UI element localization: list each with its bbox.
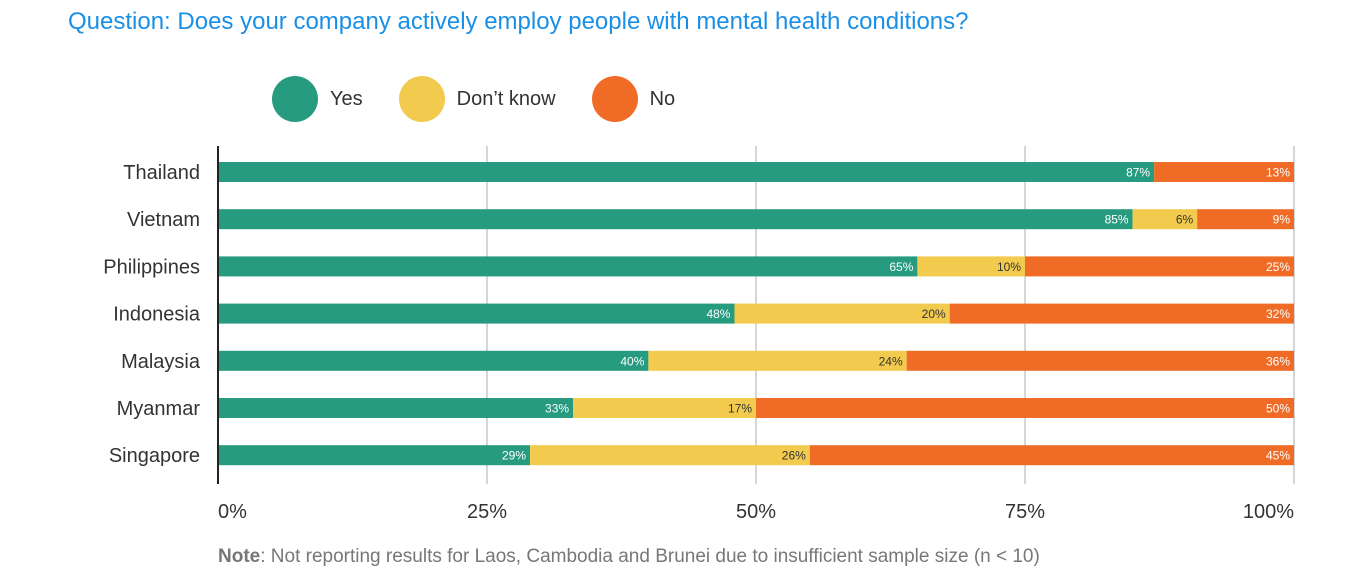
x-tick-label: 0%: [218, 501, 247, 523]
bar-segment: [218, 398, 574, 418]
category-label: Singapore: [109, 445, 200, 467]
x-tick-label: 50%: [736, 501, 776, 523]
bar-segment: [1197, 209, 1294, 230]
bar-segment: [530, 445, 810, 466]
footnote: Note: Not reporting results for Laos, Ca…: [218, 546, 1040, 568]
legend-label: Don’t know: [456, 87, 556, 110]
x-tick-label: 100%: [1243, 501, 1294, 523]
bar-segment: [906, 350, 1294, 371]
data-label: 85%: [1105, 213, 1129, 227]
bar-segment: [756, 398, 1294, 418]
data-label: 6%: [1176, 213, 1194, 227]
data-label: 20%: [922, 307, 946, 321]
data-label: 33%: [545, 402, 569, 416]
legend-swatch: [591, 76, 638, 122]
legend-swatch: [272, 76, 318, 122]
category-label: Vietnam: [127, 209, 200, 231]
legend-swatch: [398, 76, 445, 122]
stacked-bar-chart: 0% 25% 50% 75% 100% Thailand 87% 13% Vietnam 85% 6…: [103, 146, 1295, 523]
data-label: 17%: [728, 402, 752, 416]
chart-title: Question: Does your company actively emp…: [68, 8, 969, 35]
bar-segment: [809, 445, 1294, 466]
bar-segment: [218, 350, 649, 371]
data-label: 36%: [1266, 354, 1290, 368]
bar-segment: [218, 162, 1155, 182]
bar-segment: [917, 256, 1025, 277]
data-label: 48%: [706, 307, 730, 321]
legend-item: Don’t know: [398, 76, 556, 122]
bar-segment: [1025, 256, 1294, 277]
data-label: 40%: [620, 354, 644, 368]
legend-item: Yes: [272, 76, 363, 122]
data-label: 87%: [1126, 166, 1150, 180]
data-label: 32%: [1266, 307, 1290, 321]
legend: Yes Don’t know No: [272, 76, 675, 122]
footnote-label: Note: [218, 546, 261, 567]
data-label: 50%: [1266, 402, 1290, 416]
bar-segment: [218, 303, 735, 324]
legend-label: Yes: [330, 87, 363, 110]
data-label: 29%: [502, 449, 526, 463]
data-label: 10%: [997, 260, 1021, 274]
bar-segment: [949, 303, 1294, 324]
data-label: 65%: [889, 260, 913, 274]
category-label: Thailand: [123, 162, 200, 184]
bar-segment: [218, 445, 531, 466]
bar-segment: [218, 256, 918, 277]
data-label: 25%: [1266, 260, 1290, 274]
bar-segment: [648, 350, 907, 371]
bar-segment: [573, 398, 756, 418]
bar-segment: [1132, 209, 1198, 230]
legend-item: No: [591, 76, 676, 122]
data-label: 9%: [1273, 213, 1291, 227]
data-label: 13%: [1266, 166, 1290, 180]
category-label: Indonesia: [113, 304, 201, 326]
x-tick-label: 75%: [1005, 501, 1045, 523]
legend-label: No: [649, 87, 676, 110]
category-label: Myanmar: [117, 398, 201, 420]
bar-segment: [1154, 162, 1294, 182]
data-label: 24%: [879, 354, 903, 368]
footnote-text: : Not reporting results for Laos, Cambod…: [260, 546, 1040, 567]
category-label: Philippines: [103, 256, 200, 278]
data-label: 45%: [1266, 449, 1290, 463]
x-tick-label: 25%: [467, 501, 507, 523]
category-label: Malaysia: [121, 351, 201, 373]
data-label: 26%: [782, 449, 806, 463]
bar-segment: [218, 209, 1133, 230]
bar-segment: [734, 303, 950, 324]
